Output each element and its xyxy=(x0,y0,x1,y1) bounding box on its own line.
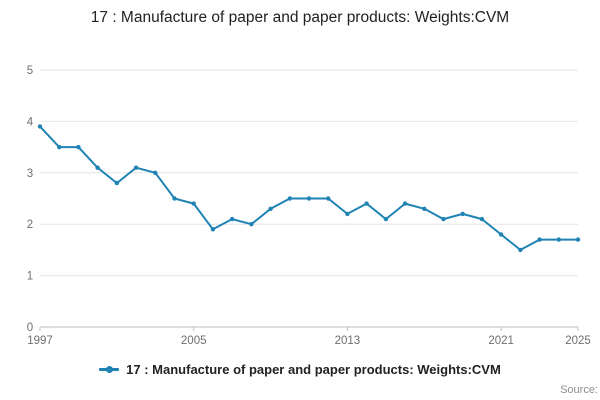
line-chart-plot-area: 0 1 2 3 4 5 1997 2005 2013 2021 2025 xyxy=(27,65,591,347)
data-point-marker xyxy=(422,206,427,211)
data-point-marker xyxy=(441,216,446,222)
data-point-marker xyxy=(133,165,139,170)
data-point-marker xyxy=(460,211,465,217)
data-point-marker xyxy=(172,196,177,201)
data-point-marker xyxy=(383,216,389,222)
x-tick-label: 2025 xyxy=(565,335,591,347)
data-point-marker xyxy=(229,216,235,222)
y-tick-label: 4 xyxy=(27,116,34,128)
chart-title: 17 : Manufacture of paper and paper prod… xyxy=(90,9,510,26)
data-point-marker xyxy=(249,222,254,227)
data-point-marker xyxy=(575,237,581,242)
x-tick-label: 2013 xyxy=(335,335,361,347)
data-point-marker xyxy=(402,201,408,206)
chart-legend: 17 : Manufacture of paper and paper prod… xyxy=(0,362,600,377)
y-tick-label: 1 xyxy=(27,271,33,283)
data-point-marker xyxy=(364,201,369,206)
data-point-marker xyxy=(95,165,100,170)
data-point-marker xyxy=(479,216,485,222)
data-point-marker xyxy=(556,237,561,242)
data-point-marker xyxy=(326,196,331,201)
source-note: Source: xyxy=(560,384,598,396)
y-tick-label: 5 xyxy=(27,65,33,77)
data-series-line xyxy=(39,125,579,251)
y-tick-label: 0 xyxy=(27,322,33,334)
data-point-marker xyxy=(345,211,350,217)
data-point-marker xyxy=(287,196,292,201)
data-point-marker xyxy=(153,170,158,175)
data-point-marker xyxy=(498,232,504,237)
data-point-marker xyxy=(76,144,81,150)
x-tick-label: 2021 xyxy=(488,335,514,347)
data-point-marker xyxy=(57,144,62,150)
y-tick-label: 3 xyxy=(27,168,33,180)
y-tick-label: 2 xyxy=(27,219,33,231)
legend-line-marker-icon xyxy=(99,366,120,373)
x-tick-label: 1997 xyxy=(27,335,53,347)
data-point-marker xyxy=(518,247,523,253)
data-point-marker xyxy=(268,206,273,211)
data-point-marker xyxy=(114,180,120,186)
legend-series-label: 17 : Manufacture of paper and paper prod… xyxy=(126,362,501,377)
data-point-marker xyxy=(306,196,312,201)
x-tick-label: 2005 xyxy=(181,335,207,347)
data-point-marker xyxy=(191,201,196,206)
data-point-marker xyxy=(210,227,216,232)
data-point-marker xyxy=(37,124,43,129)
data-point-marker xyxy=(537,237,542,242)
